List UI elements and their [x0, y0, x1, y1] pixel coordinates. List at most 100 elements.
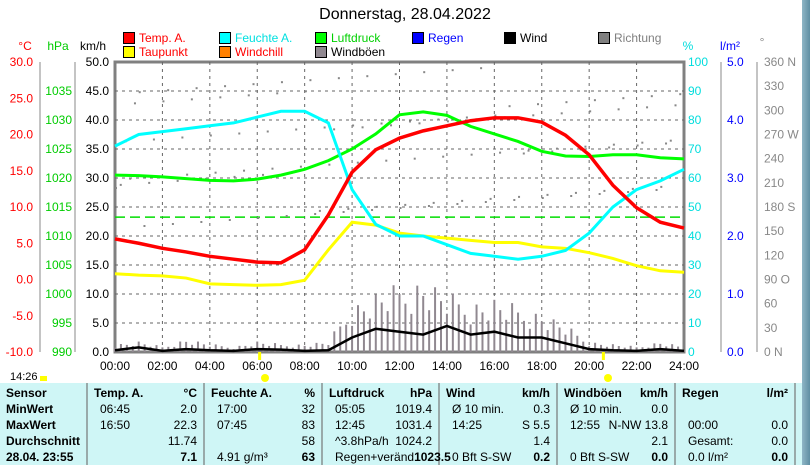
direction-point: [593, 99, 596, 102]
cell-note: [682, 402, 688, 418]
cell-note: [446, 434, 452, 450]
kmh-tick-label: 5.0: [92, 316, 109, 330]
kmh-tick-label: 10.0: [86, 287, 110, 301]
legend-swatch: [315, 46, 327, 58]
row-label-text: MinWert: [6, 402, 54, 416]
table-cell: 05:05 1019.4: [329, 402, 432, 418]
header-unit: km/h: [639, 386, 668, 400]
direction-point: [522, 152, 525, 155]
cell-value: 1023.5: [414, 450, 451, 464]
legend-item: Feuchte A.: [219, 31, 292, 45]
dir-tick-label: 30: [764, 321, 778, 335]
pct-tick-label: 80: [688, 113, 702, 127]
kmh-axis-unit: km/h: [80, 39, 106, 53]
x-tick-label: 02:00: [147, 359, 177, 373]
direction-point: [186, 173, 189, 176]
pct-tick-label: 100: [688, 55, 708, 69]
x-tick-label: 20:00: [574, 359, 604, 373]
direction-point: [650, 95, 653, 98]
current-time-label: 14:26: [10, 371, 38, 383]
dir-tick-label: 60: [764, 297, 778, 311]
direction-point: [304, 90, 307, 93]
direction-point: [565, 101, 568, 104]
column-header: Feuchte A.%: [211, 386, 315, 402]
legend-label: Feuchte A.: [235, 31, 293, 45]
direction-point: [636, 144, 639, 147]
temp-tick-label: -5.0: [12, 309, 33, 323]
stats-column: Windböen km/h Ø 10 min. 0.0 12:55 N-NW 13.8 2.…: [558, 383, 676, 465]
header-unit: l/m²: [766, 386, 788, 400]
direction-point: [570, 195, 573, 197]
dir-tick-label: 330: [764, 79, 784, 93]
direction-point: [200, 221, 203, 223]
direction-point: [679, 93, 682, 96]
row-label-text: MaxWert: [6, 418, 56, 432]
table-cell: [682, 402, 788, 418]
table-cell: 1.4: [446, 434, 550, 450]
direction-point: [323, 126, 326, 129]
stats-column: Luftdruck hPa 05:05 1019.4 12:45 1031.4 ^3.8hP…: [323, 383, 451, 465]
rain-tick-label: 3.0: [727, 171, 744, 185]
row-label: MinWert: [6, 402, 80, 418]
direction-point: [437, 118, 440, 121]
header-label: Feuchte A.: [211, 386, 272, 400]
dir-tick-label: 270 W: [764, 128, 799, 142]
dir-tick-label: 360 N: [764, 55, 796, 69]
cell-note: 06:45: [100, 402, 131, 416]
header-unit: hPa: [409, 386, 432, 400]
direction-point: [361, 126, 364, 129]
kmh-tick-label: 25.0: [86, 200, 110, 214]
table-cell: 7.1: [94, 450, 197, 466]
cell-note: [94, 434, 100, 450]
direction-point: [546, 193, 549, 196]
cell-note: 00:00: [688, 418, 719, 432]
direction-point: [427, 205, 430, 207]
table-cell: Ø 10 min. 0.0: [564, 402, 668, 418]
cell-note: 05:05: [335, 402, 366, 416]
direction-point: [171, 223, 174, 225]
direction-point: [432, 201, 435, 204]
legend-swatch: [219, 32, 231, 44]
x-tick-label: 22:00: [622, 359, 652, 373]
sunset-icon: [604, 374, 612, 382]
current-time-marker: [40, 376, 47, 381]
temp-tick-label: 20.0: [10, 128, 34, 142]
rain-tick-label: 4.0: [727, 113, 744, 127]
direction-point: [518, 195, 521, 198]
legend-label: Windböen: [331, 45, 386, 59]
dir-tick-label: 120: [764, 248, 784, 262]
legend-item: Windchill: [219, 45, 283, 59]
hpa-tick-label: 990: [52, 345, 72, 359]
direction-point: [380, 122, 383, 125]
direction-point: [385, 159, 388, 162]
direction-point: [257, 217, 260, 219]
hpa-tick-label: 1010: [45, 229, 72, 243]
direction-point: [627, 191, 630, 193]
direction-point: [347, 207, 350, 210]
cell-note: ^3.8hPa/h: [335, 434, 389, 448]
cell-note: [94, 450, 100, 466]
header-unit: %: [304, 386, 315, 400]
pct-tick-label: 50: [688, 200, 702, 214]
direction-point: [181, 136, 184, 139]
cell-note: 14:25: [452, 418, 483, 432]
cell-value: 1019.4: [395, 402, 432, 416]
x-tick-label: 16:00: [479, 359, 509, 373]
legend-label: Temp. A.: [139, 31, 186, 45]
cell-value: 58: [301, 434, 315, 448]
direction-point: [366, 75, 369, 78]
table-cell: 12:55 N-NW 13.8: [564, 418, 668, 434]
table-cell: 11.74: [94, 434, 197, 450]
direction-point: [574, 191, 577, 194]
direction-point: [465, 116, 468, 119]
legend-item: Richtung: [598, 31, 661, 45]
direction-point: [456, 203, 459, 205]
cell-value: 0.0: [771, 418, 788, 432]
kmh-tick-label: 0.0: [92, 345, 109, 359]
table-cell: 17:00 32: [211, 402, 315, 418]
legend-label: Luftdruck: [331, 31, 381, 45]
cell-value: 0.3: [533, 402, 550, 416]
direction-point: [399, 207, 402, 209]
direction-point: [233, 175, 236, 178]
direction-point: [541, 197, 544, 199]
